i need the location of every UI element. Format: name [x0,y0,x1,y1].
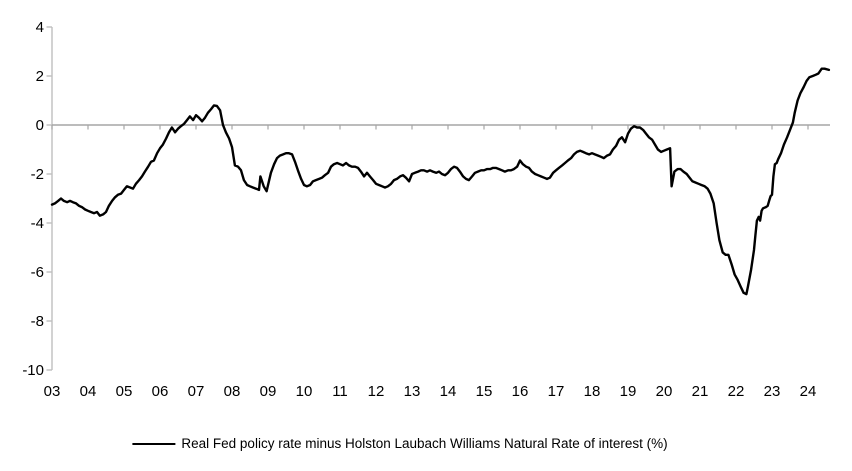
y-tick-label: -4 [31,215,44,232]
x-tick-label: 19 [620,383,637,400]
x-tick-label: 23 [764,383,781,400]
x-tick-label: 08 [224,383,241,400]
zero-gridline-group [51,124,830,130]
y-tick-label: -2 [31,166,44,183]
x-tick-label: 13 [404,383,421,400]
series-line [50,67,831,296]
x-tick-label: 07 [188,383,205,400]
y-tick-label: 4 [36,19,44,36]
x-tick-label: 20 [656,383,673,400]
legend-line-swatch [132,442,176,445]
legend-label: Real Fed policy rate minus Holston Lauba… [181,436,668,451]
x-tick-label: 11 [332,383,348,400]
x-tick-label: 14 [440,383,457,400]
x-tick-label: 17 [548,383,565,400]
x-tick-label: 12 [368,383,385,400]
x-tick-label: 05 [116,383,133,400]
x-tick-label: 10 [296,383,313,400]
y-tick-label: -10 [22,362,44,379]
y-axis: 4 2 0 -2 -4 -6 -8 -10 [22,19,53,379]
x-tick-label: 21 [692,383,709,400]
chart-legend: Real Fed policy rate minus Holston Lauba… [132,436,668,451]
x-tick-label: 18 [584,383,601,400]
x-tick-label: 24 [800,383,817,400]
x-tick-label: 06 [152,383,169,400]
x-tick-label: 04 [80,383,97,400]
x-axis-labels: 03 04 05 06 07 08 09 10 11 12 13 14 15 16 17 18 19 20 21 22… [44,383,817,400]
x-tick-label: 09 [260,383,277,400]
x-tick-label: 03 [44,383,61,400]
y-tick-label: -8 [31,313,44,330]
series-group [50,67,831,296]
y-tick-label: 2 [36,68,44,85]
x-tick-label: 15 [476,383,493,400]
y-tick-label: 0 [36,117,44,134]
y-tick-label: -6 [31,264,44,281]
x-tick-label: 22 [728,383,745,400]
x-tick-label: 16 [512,383,529,400]
